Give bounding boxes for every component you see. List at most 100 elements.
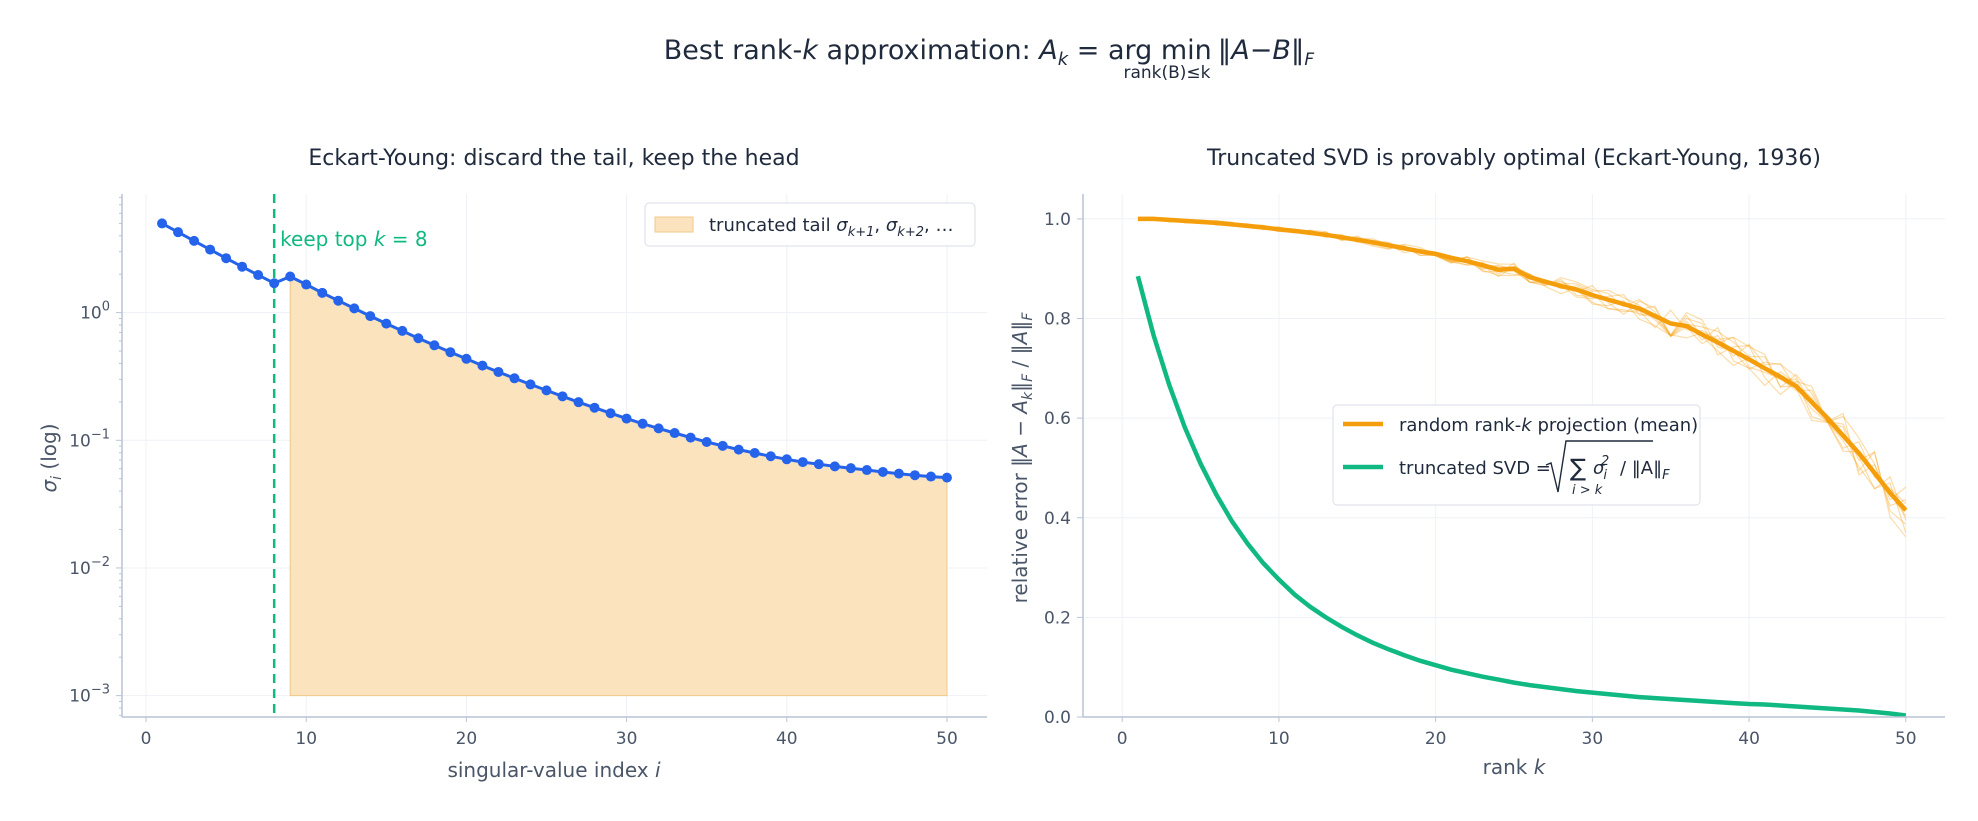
left-x-axis-label: singular-value index i xyxy=(447,758,661,782)
left-panel: Eckart-Young: discard the tail, keep the… xyxy=(37,146,987,782)
singular-value-point xyxy=(797,457,808,468)
right-panel-title: Truncated SVD is provably optimal (Eckar… xyxy=(1206,146,1821,171)
left-x-tick-label: 20 xyxy=(456,729,478,749)
right-y-tick-label: 0.2 xyxy=(1044,608,1071,628)
right-x-axis-label: rank k xyxy=(1483,755,1547,779)
singular-value-point xyxy=(525,379,536,390)
right-legend-box xyxy=(1332,404,1701,506)
left-axes xyxy=(121,194,987,718)
right-panel: Truncated SVD is provably optimal (Eckar… xyxy=(1008,146,1945,779)
random-projection-mean-line xyxy=(1137,216,1908,512)
left-y-tick-label: 10−3 xyxy=(69,683,110,707)
singular-value-point xyxy=(717,440,728,451)
singular-value-point xyxy=(493,366,504,377)
singular-value-point xyxy=(349,303,360,314)
singular-value-point xyxy=(333,295,344,306)
right-x-tick-label: 20 xyxy=(1425,729,1447,749)
truncated-svd-line xyxy=(1135,275,1907,718)
left-y-tick-label: 10−1 xyxy=(69,427,110,451)
left-x-tick-label: 0 xyxy=(141,729,152,749)
left-x-tick-label: 10 xyxy=(295,729,317,749)
suptitle: Best rank-k approximation: Ak = arg min ‖… xyxy=(664,35,1315,70)
singular-value-point xyxy=(621,413,632,424)
right-y-tick-label: 0.4 xyxy=(1044,509,1071,529)
singular-value-point xyxy=(237,261,248,272)
singular-value-point xyxy=(925,471,936,482)
right-y-axis-label: relative error ‖A − Ak‖F / ‖A‖F xyxy=(1008,312,1036,604)
singular-value-point xyxy=(669,428,680,439)
singular-value-point xyxy=(477,360,488,371)
singular-value-markers xyxy=(157,218,952,483)
right-x-ticks: 0 10 20 30 40 50 xyxy=(1117,717,1917,749)
left-x-tick-label: 40 xyxy=(776,729,798,749)
singular-value-point xyxy=(557,391,568,402)
singular-value-point xyxy=(381,318,392,329)
left-x-ticks: 0 10 20 30 40 50 xyxy=(141,717,958,749)
right-y-tick-label: 1.0 xyxy=(1044,210,1071,230)
singular-value-point xyxy=(157,218,168,229)
right-x-tick-label: 30 xyxy=(1582,729,1604,749)
left-legend: truncated tail σk+1, σk+2, … xyxy=(644,202,976,247)
singular-value-point xyxy=(637,418,648,429)
singular-value-point xyxy=(733,444,744,455)
singular-value-point xyxy=(301,279,312,290)
singular-value-point xyxy=(941,472,952,483)
truncated-tail-fill xyxy=(289,275,948,697)
suptitle-min-subscript: rank(B)≤k xyxy=(1123,63,1210,83)
singular-value-point xyxy=(813,459,824,470)
right-y-tick-label: 0.8 xyxy=(1044,310,1071,330)
right-y-ticks: 0.0 0.2 0.4 0.6 0.8 1.0 xyxy=(1044,210,1083,728)
singular-value-point xyxy=(429,340,440,351)
right-y-tick-label: 0.0 xyxy=(1044,708,1071,728)
legend-swatch-truncated-tail xyxy=(654,216,694,233)
right-x-tick-label: 40 xyxy=(1738,729,1760,749)
singular-value-point xyxy=(397,325,408,336)
singular-value-point xyxy=(461,353,472,364)
singular-value-point xyxy=(861,465,872,476)
singular-value-point xyxy=(877,466,888,477)
legend-svd-prefix: truncated SVD = xyxy=(1399,458,1551,479)
left-y-tick-label: 100 xyxy=(80,300,110,324)
singular-value-point xyxy=(413,333,424,344)
singular-value-point xyxy=(221,253,232,264)
singular-value-point xyxy=(317,287,328,298)
right-y-tick-label: 0.6 xyxy=(1044,409,1071,429)
singular-value-point xyxy=(749,448,760,459)
left-y-tick-label: 10−2 xyxy=(69,555,110,579)
left-x-tick-label: 50 xyxy=(936,729,958,749)
singular-value-point xyxy=(189,235,200,246)
singular-value-point xyxy=(893,468,904,479)
right-x-tick-label: 10 xyxy=(1268,729,1290,749)
singular-value-point xyxy=(909,470,920,481)
singular-value-point xyxy=(829,461,840,472)
singular-value-point xyxy=(589,402,600,413)
singular-value-point xyxy=(269,278,280,289)
singular-value-point xyxy=(573,397,584,408)
singular-value-point xyxy=(653,423,664,434)
left-y-ticks: 100 10−1 10−2 10−3 xyxy=(69,196,122,716)
sigma-i-squared: σi2 xyxy=(1593,454,1609,483)
keep-top-k-label: keep top k = 8 xyxy=(280,227,427,251)
singular-value-point xyxy=(701,436,712,447)
right-axes xyxy=(1082,194,1945,718)
right-x-tick-label: 0 xyxy=(1117,729,1128,749)
sum-subscript: i > k xyxy=(1572,483,1603,498)
singular-value-point xyxy=(445,347,456,358)
singular-value-point xyxy=(605,408,616,419)
singular-value-point xyxy=(365,311,376,322)
singular-value-point xyxy=(541,385,552,396)
right-x-tick-label: 50 xyxy=(1895,729,1917,749)
right-legend: random rank-k projection (mean) truncate… xyxy=(1332,404,1701,506)
left-y-axis-label: σi (log) xyxy=(37,423,65,492)
legend-label-truncated-svd: truncated SVD = ∑ i > k σi2 / ‖A‖F xyxy=(1399,440,1670,498)
left-legend-box xyxy=(644,202,976,247)
singular-value-point xyxy=(845,463,856,474)
legend-label-truncated-tail: truncated tail σk+1, σk+2, … xyxy=(709,215,953,240)
left-x-tick-label: 30 xyxy=(616,729,638,749)
legend-svd-norm: / ‖A‖F xyxy=(1620,458,1670,483)
singular-value-point xyxy=(685,432,696,443)
sum-sign: ∑ xyxy=(1570,454,1586,482)
singular-value-point xyxy=(509,373,520,384)
